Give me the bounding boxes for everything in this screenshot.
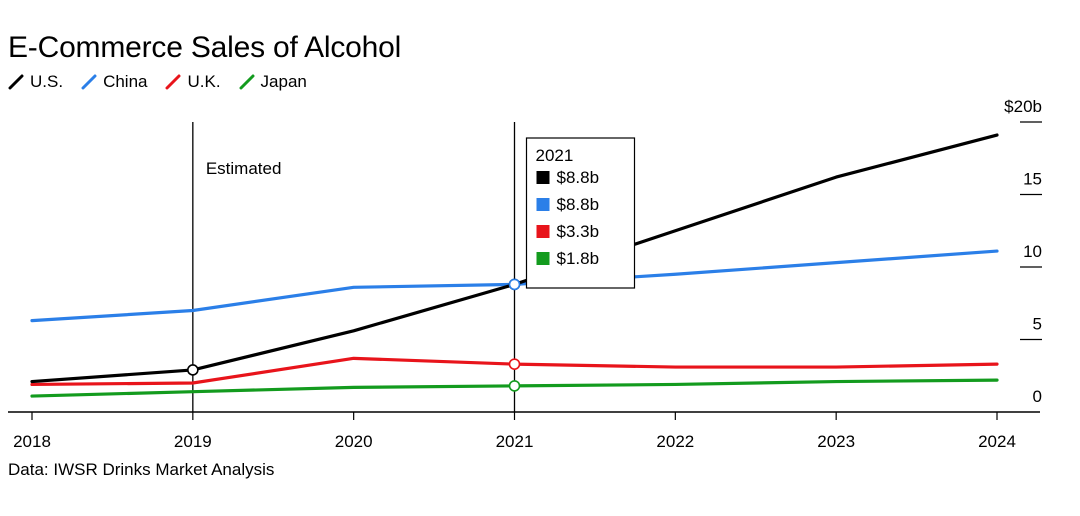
tooltip-value-us: $8.8b: [557, 168, 600, 187]
tooltip-value-uk: $3.3b: [557, 222, 600, 241]
tooltip-value-china: $8.8b: [557, 195, 600, 214]
x-tick-label: 2023: [817, 432, 855, 451]
x-tick-label: 2024: [978, 432, 1016, 451]
legend-item-us[interactable]: U.S.: [8, 70, 63, 94]
legend-label-us: U.S.: [30, 72, 64, 91]
legend-item-uk[interactable]: U.K.: [165, 70, 221, 94]
x-tick-label: 2021: [496, 432, 534, 451]
x-tick-label: 2022: [656, 432, 694, 451]
hover-marker-japan: [508, 380, 521, 392]
estimated-annotation: Estimated: [206, 159, 282, 178]
y-tick-label: 15: [1023, 170, 1042, 189]
chart-title: E-Commerce Sales of Alcohol: [8, 31, 402, 64]
tooltip-swatch-japan: [536, 252, 550, 265]
legend-swatch-japan: [239, 74, 255, 90]
tooltip-swatch-china: [536, 198, 550, 211]
legend-swatch-uk: [165, 74, 181, 90]
legend-item-china[interactable]: China: [81, 70, 147, 94]
tooltip-swatch-uk: [536, 225, 550, 238]
x-tick-label: 2020: [335, 432, 373, 451]
legend-label-japan: Japan: [260, 72, 307, 91]
y-tick-label: 0: [1033, 387, 1042, 406]
tooltip-title: 2021: [536, 146, 574, 165]
estimated-marker-us: [187, 364, 199, 376]
legend-label-uk: U.K.: [187, 72, 221, 91]
x-tick-label: 2019: [174, 432, 212, 451]
legend: U.S. China U.K. Japan: [8, 70, 325, 94]
legend-item-japan[interactable]: Japan: [239, 70, 307, 94]
legend-swatch-china: [81, 74, 97, 90]
hover-marker-china: [508, 278, 521, 291]
x-tick-label: 2018: [13, 432, 51, 451]
legend-swatch-us: [8, 74, 24, 90]
tooltip-swatch-us: [536, 171, 550, 184]
legend-label-china: China: [103, 72, 148, 91]
y-tick-label: 10: [1023, 242, 1042, 261]
source-note: Data: IWSR Drinks Market Analysis: [8, 460, 275, 479]
tooltip-value-japan: $1.8b: [557, 249, 600, 268]
y-tick-label: 5: [1033, 315, 1042, 334]
y-tick-label: $20b: [1004, 97, 1042, 116]
hover-marker-uk: [508, 358, 521, 370]
